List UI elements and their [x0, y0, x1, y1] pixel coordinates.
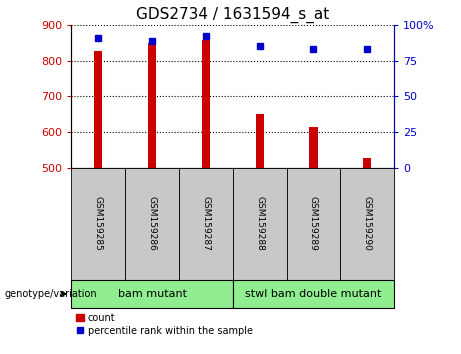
Bar	[95, 51, 102, 168]
Text: GSM159289: GSM159289	[309, 196, 318, 251]
Text: GSM159285: GSM159285	[94, 196, 103, 251]
Text: GSM159290: GSM159290	[363, 196, 372, 251]
Bar	[340, 168, 394, 280]
Text: GSM159286: GSM159286	[148, 196, 157, 251]
Bar	[287, 168, 340, 280]
Text: bam mutant: bam mutant	[118, 289, 187, 299]
Bar	[148, 44, 156, 168]
Legend: count, percentile rank within the sample: count, percentile rank within the sample	[77, 313, 253, 336]
Bar	[363, 158, 371, 168]
Bar	[233, 280, 394, 308]
Text: GSM159287: GSM159287	[201, 196, 210, 251]
Title: GDS2734 / 1631594_s_at: GDS2734 / 1631594_s_at	[136, 7, 330, 23]
Bar	[202, 40, 210, 168]
Bar	[125, 168, 179, 280]
Text: GSM159288: GSM159288	[255, 196, 264, 251]
Bar	[71, 280, 233, 308]
Bar	[179, 168, 233, 280]
Bar	[256, 114, 264, 168]
Bar	[233, 168, 287, 280]
Text: stwl bam double mutant: stwl bam double mutant	[245, 289, 382, 299]
Text: genotype/variation: genotype/variation	[5, 289, 97, 299]
Bar	[309, 127, 318, 168]
Bar	[71, 168, 125, 280]
